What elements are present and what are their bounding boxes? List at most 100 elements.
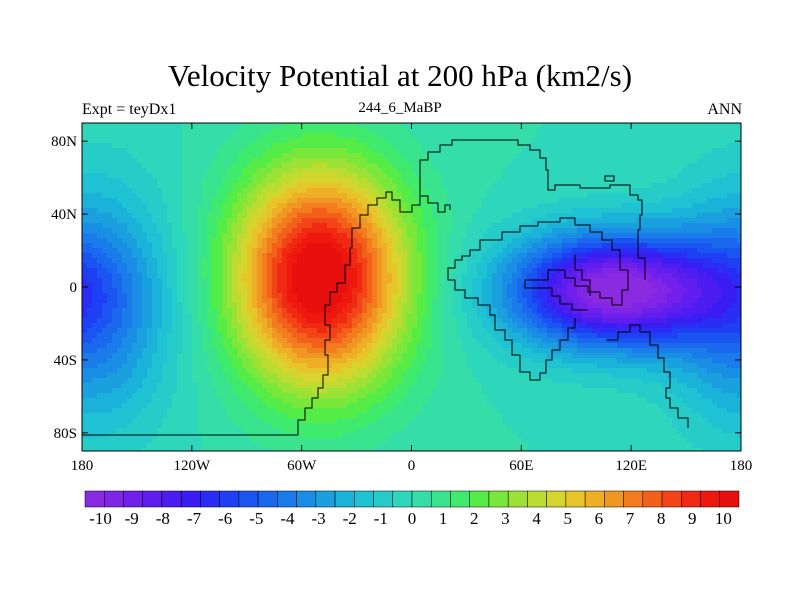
field-cell bbox=[457, 208, 463, 214]
field-cell bbox=[612, 168, 618, 174]
field-cell bbox=[322, 223, 328, 229]
field-cell bbox=[637, 178, 643, 184]
field-cell bbox=[442, 193, 448, 199]
field-cell bbox=[452, 183, 458, 189]
field-cell bbox=[82, 188, 88, 194]
field-cell bbox=[592, 143, 598, 149]
field-cell bbox=[532, 208, 538, 214]
field-cell bbox=[607, 123, 613, 129]
field-cell bbox=[622, 303, 628, 309]
field-cell bbox=[462, 268, 468, 274]
field-cell bbox=[652, 273, 658, 279]
field-cell bbox=[222, 253, 228, 259]
field-cell bbox=[572, 128, 578, 134]
field-cell bbox=[482, 268, 488, 274]
field-cell bbox=[307, 288, 313, 294]
field-cell bbox=[647, 298, 653, 304]
field-cell bbox=[372, 258, 378, 264]
field-cell bbox=[372, 123, 378, 129]
field-cell bbox=[687, 233, 693, 239]
field-cell bbox=[182, 163, 188, 169]
field-cell bbox=[302, 303, 308, 309]
field-cell bbox=[162, 273, 168, 279]
field-cell bbox=[222, 248, 228, 254]
field-cell bbox=[732, 153, 738, 159]
field-cell bbox=[387, 273, 393, 279]
field-cell bbox=[197, 293, 203, 299]
field-cell bbox=[192, 198, 198, 204]
field-cell bbox=[567, 153, 573, 159]
field-cell bbox=[687, 248, 693, 254]
field-cell bbox=[92, 193, 98, 199]
field-cell bbox=[502, 308, 508, 314]
field-cell bbox=[252, 283, 258, 289]
field-cell bbox=[157, 128, 163, 134]
field-cell bbox=[677, 123, 683, 129]
field-cell bbox=[582, 203, 588, 209]
field-cell bbox=[442, 253, 448, 259]
field-cell bbox=[187, 223, 193, 229]
field-cell bbox=[737, 148, 741, 154]
field-cell bbox=[262, 248, 268, 254]
field-cell bbox=[307, 198, 313, 204]
field-cell bbox=[237, 133, 243, 139]
field-cell bbox=[237, 278, 243, 284]
field-cell bbox=[672, 193, 678, 199]
field-cell bbox=[127, 283, 133, 289]
field-cell bbox=[472, 163, 478, 169]
field-cell bbox=[442, 233, 448, 239]
field-cell bbox=[637, 288, 643, 294]
field-cell bbox=[292, 173, 298, 179]
field-cell bbox=[182, 173, 188, 179]
field-cell bbox=[352, 293, 358, 299]
field-cell bbox=[637, 193, 643, 199]
field-cell bbox=[577, 168, 583, 174]
field-cell bbox=[247, 218, 253, 224]
field-cell bbox=[637, 278, 643, 284]
field-cell bbox=[392, 168, 398, 174]
field-cell bbox=[472, 268, 478, 274]
field-cell bbox=[427, 163, 433, 169]
field-cell bbox=[457, 158, 463, 164]
field-cell bbox=[87, 263, 93, 269]
field-cell bbox=[132, 308, 138, 314]
field-cell bbox=[197, 153, 203, 159]
field-cell bbox=[537, 123, 543, 129]
field-cell bbox=[487, 233, 493, 239]
field-cell bbox=[457, 268, 463, 274]
field-cell bbox=[547, 133, 553, 139]
field-cell bbox=[152, 238, 158, 244]
field-cell bbox=[677, 293, 683, 299]
field-cell bbox=[632, 218, 638, 224]
field-cell bbox=[722, 268, 728, 274]
field-cell bbox=[707, 273, 713, 279]
field-cell bbox=[722, 123, 728, 129]
field-cell bbox=[252, 123, 258, 129]
field-cell bbox=[492, 238, 498, 244]
field-cell bbox=[357, 263, 363, 269]
field-cell bbox=[412, 248, 418, 254]
field-cell bbox=[502, 208, 508, 214]
field-cell bbox=[727, 228, 733, 234]
field-cell bbox=[707, 233, 713, 239]
field-cell bbox=[267, 213, 273, 219]
field-cell bbox=[152, 228, 158, 234]
field-cell bbox=[637, 123, 643, 129]
field-cell bbox=[92, 303, 98, 309]
field-cell bbox=[487, 143, 493, 149]
field-cell bbox=[612, 258, 618, 264]
field-cell bbox=[382, 143, 388, 149]
field-cell bbox=[237, 308, 243, 314]
field-cell bbox=[162, 173, 168, 179]
field-cell bbox=[727, 298, 733, 304]
field-cell bbox=[402, 283, 408, 289]
field-cell bbox=[707, 268, 713, 274]
field-cell bbox=[407, 193, 413, 199]
field-cell bbox=[377, 133, 383, 139]
field-cell bbox=[712, 183, 718, 189]
field-cell bbox=[362, 178, 368, 184]
field-cell bbox=[102, 173, 108, 179]
field-cell bbox=[517, 218, 523, 224]
field-cell bbox=[367, 123, 373, 129]
field-cell bbox=[507, 223, 513, 229]
